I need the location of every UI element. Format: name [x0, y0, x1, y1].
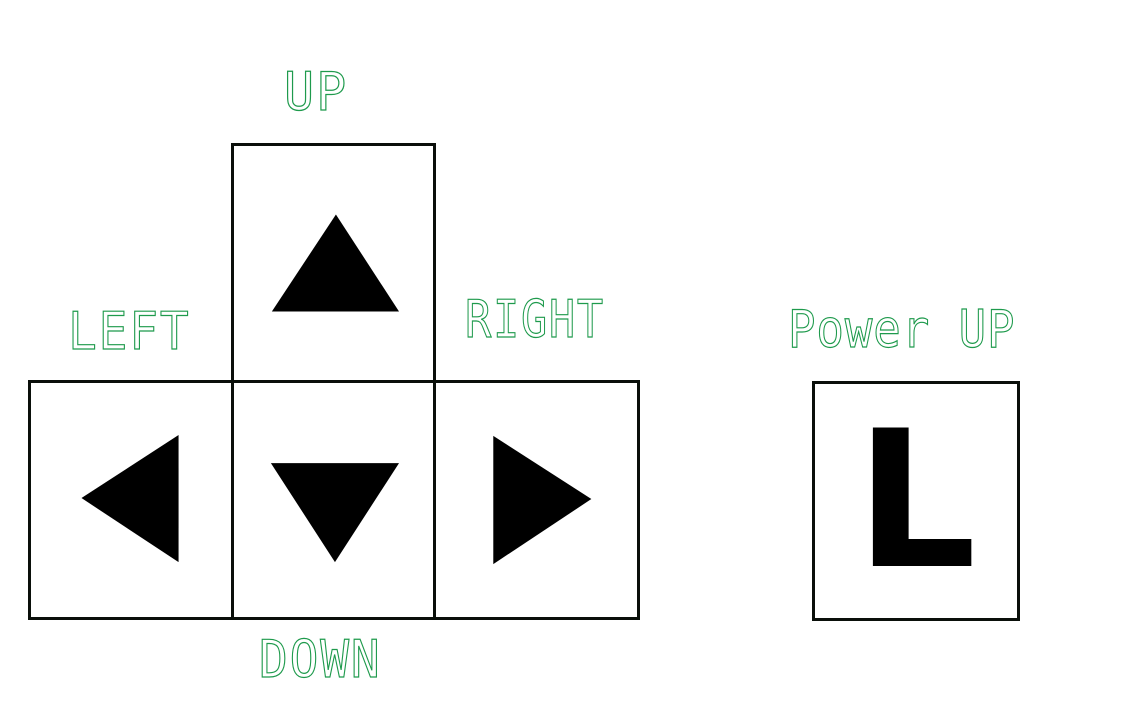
up-label: UP	[283, 61, 349, 123]
arrow-right-icon	[493, 435, 592, 565]
left-key[interactable]	[28, 380, 234, 620]
right-key[interactable]	[433, 380, 640, 620]
arrow-up-icon	[271, 214, 400, 312]
power-up-label: Power UP	[787, 300, 1016, 360]
arrow-down-icon	[270, 463, 400, 563]
right-label: RIGHT	[464, 290, 605, 350]
down-key[interactable]	[231, 380, 436, 620]
left-label: LEFT	[67, 302, 191, 362]
arrow-left-icon	[81, 434, 179, 563]
up-key[interactable]	[231, 143, 436, 383]
power-up-key-letter: L	[855, 390, 977, 611]
down-label: DOWN	[258, 630, 382, 690]
power-up-key[interactable]: L	[812, 381, 1020, 621]
